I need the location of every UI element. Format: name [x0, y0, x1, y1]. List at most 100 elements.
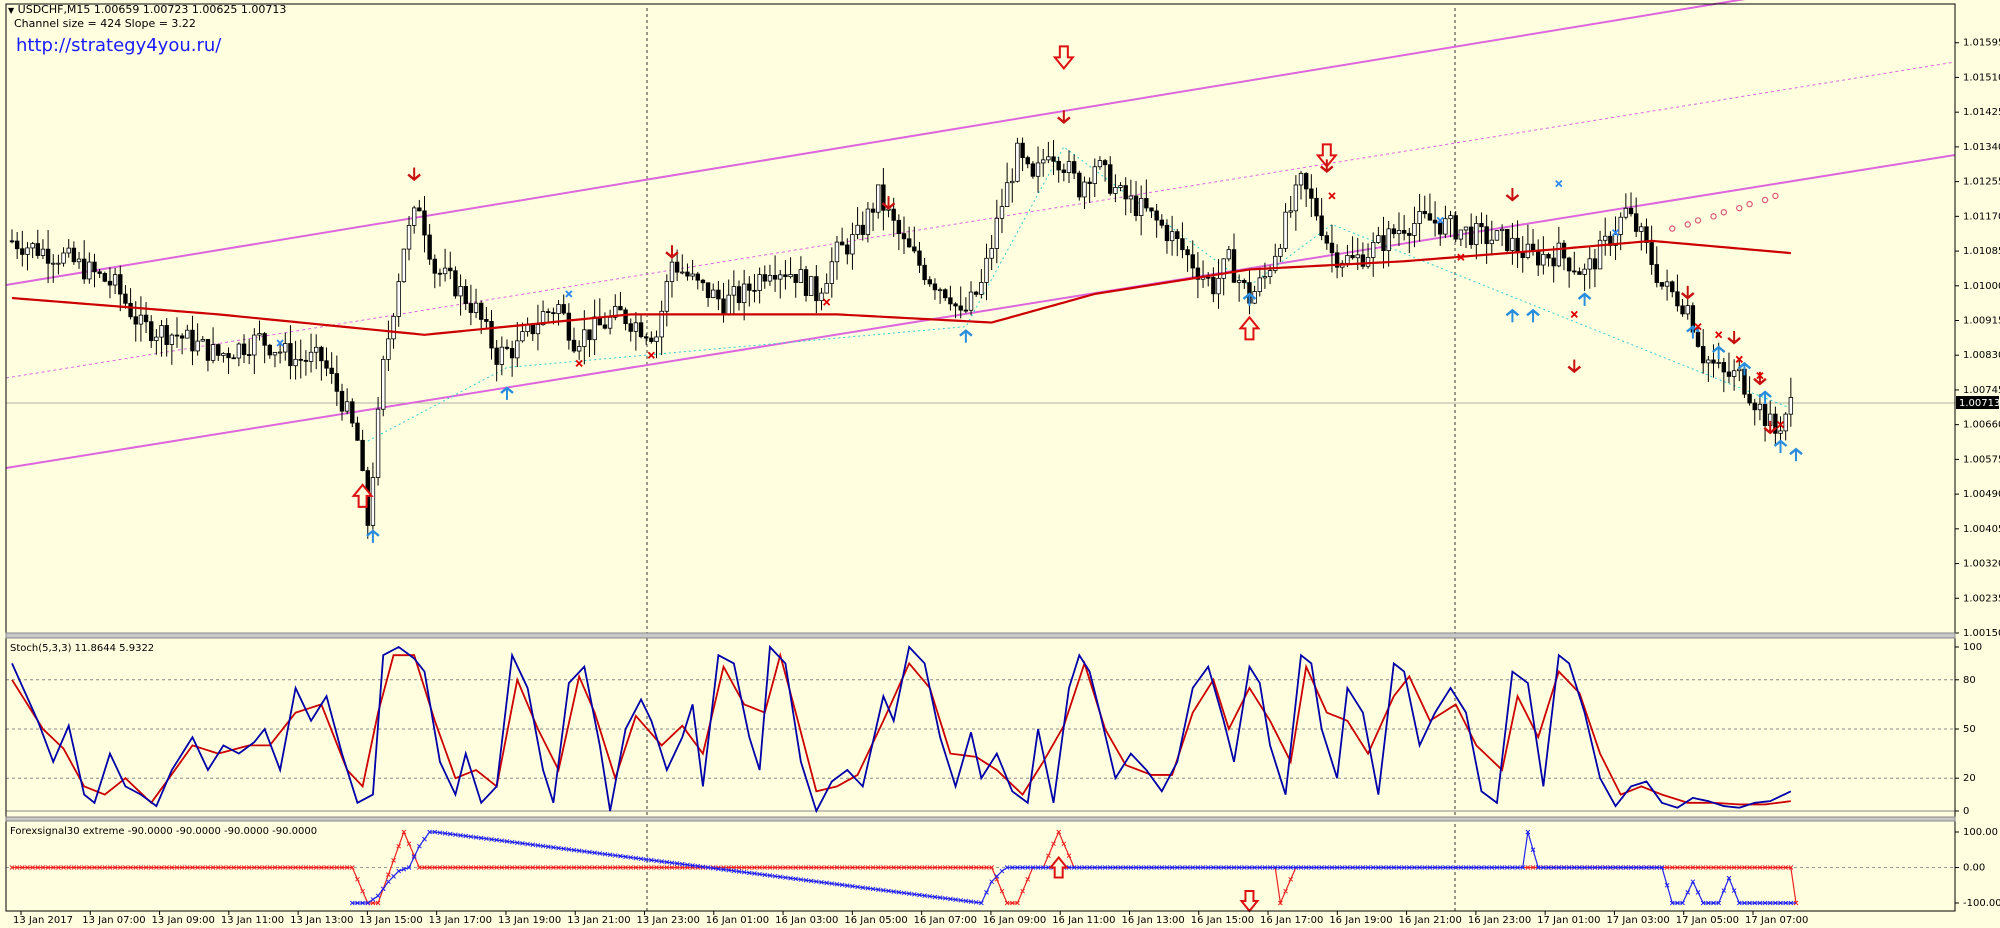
circle-marker-icon	[1720, 209, 1728, 216]
fs-blue-mark	[1499, 865, 1505, 870]
candle-body	[1788, 397, 1794, 415]
fs-blue-mark	[1303, 865, 1309, 870]
fs-blue-mark	[1510, 865, 1515, 870]
candle-body	[1180, 238, 1185, 251]
fs-blue-mark	[391, 874, 396, 879]
fs-blue-mark	[1185, 865, 1190, 870]
fs-blue-mark	[1705, 900, 1711, 906]
x-mark-icon	[1735, 355, 1743, 363]
x-mark-icon	[1457, 253, 1465, 261]
candle-body	[1288, 210, 1293, 213]
fs-blue-mark	[473, 835, 479, 840]
fs-blue-mark	[813, 879, 819, 884]
site-link[interactable]: http://strategy4you.ru/	[16, 35, 222, 56]
sell-signal-icon	[407, 173, 421, 182]
candle-body	[546, 311, 551, 313]
fs-red-mark	[437, 865, 443, 870]
candle-body	[1226, 249, 1232, 260]
menu-triangle-icon[interactable]: ▼	[8, 6, 15, 15]
fs-blue-mark	[1484, 865, 1489, 870]
fs-blue-mark	[1334, 865, 1340, 870]
price-tick-label: 1.00575	[1963, 454, 2000, 465]
fs-red-mark	[76, 865, 82, 870]
fs-blue-mark	[1174, 865, 1180, 870]
candle-body	[551, 312, 556, 315]
candle-body	[1654, 264, 1659, 283]
fs-red-mark	[942, 865, 948, 870]
candle-body	[1603, 235, 1608, 241]
fs-red-mark	[1009, 900, 1015, 906]
fs-blue-mark	[561, 846, 567, 852]
time-label: 13 Jan 09:00	[152, 915, 215, 926]
fs-blue-mark	[1262, 865, 1268, 870]
candle-body	[1236, 279, 1242, 283]
fs-red-mark	[226, 865, 231, 870]
fs-red-mark	[308, 865, 314, 870]
candle-body	[1159, 219, 1165, 226]
candle-body	[613, 306, 618, 318]
candle-body	[783, 274, 788, 278]
candle-body	[716, 289, 721, 300]
candle-body	[329, 367, 334, 374]
candle-body	[803, 269, 809, 296]
candle-body	[231, 357, 236, 360]
candle-body	[195, 340, 200, 352]
fs-blue-mark	[525, 841, 530, 847]
fs-red-mark	[478, 865, 484, 870]
stoch-k-line	[11, 644, 1792, 814]
fs-blue-mark	[623, 854, 628, 860]
candle-body	[979, 282, 984, 295]
fs-tick-label: 100.00	[1963, 827, 1998, 838]
price-tick-label: 1.00405	[1963, 524, 2000, 535]
candle-body	[112, 274, 118, 286]
time-label: 13 Jan 21:00	[567, 915, 630, 926]
fs-blue-mark	[1525, 829, 1531, 835]
candle-body	[1211, 276, 1216, 295]
candle-body	[51, 262, 56, 265]
candle-body	[174, 334, 180, 337]
channel-info: Channel size = 424 Slope = 3.22	[14, 17, 196, 30]
fs-red-mark	[643, 865, 649, 870]
fs-blue-mark	[973, 899, 979, 905]
x-mark-icon	[575, 359, 583, 368]
fs-red-mark	[123, 865, 128, 870]
fs-blue-mark	[422, 836, 427, 842]
fs-blue-mark	[1097, 865, 1103, 870]
candle-body	[1484, 226, 1489, 245]
candle-body	[1463, 226, 1469, 231]
fs-red-mark	[746, 865, 752, 870]
sell-signal-icon	[1567, 365, 1582, 374]
candle-body	[1700, 346, 1706, 364]
candle-body	[1644, 226, 1649, 243]
fs-blue-mark	[1649, 865, 1654, 870]
candle-body	[762, 274, 767, 282]
candle-body	[386, 338, 391, 360]
candle-body	[1242, 279, 1247, 283]
fs-blue-mark	[396, 868, 402, 874]
candle-body	[824, 283, 829, 294]
fs-blue-mark	[1092, 865, 1098, 870]
fs-red-mark	[958, 865, 964, 870]
fs-blue-mark	[489, 837, 494, 842]
candle-body	[1257, 277, 1262, 292]
circle-marker-icon	[1710, 213, 1717, 220]
fs-blue-mark	[1489, 865, 1495, 870]
fs-blue-mark	[478, 835, 484, 841]
candle-body	[246, 354, 252, 356]
candle-body	[1267, 270, 1273, 277]
fs-blue-mark	[514, 840, 520, 846]
time-label: 13 Jan 17:00	[429, 915, 492, 926]
circle-marker-icon	[1684, 221, 1691, 228]
fs-red-mark	[401, 829, 407, 835]
fs-blue-mark	[783, 875, 788, 880]
candle-body	[143, 314, 149, 323]
fs-red-mark	[824, 865, 830, 870]
fs-blue-mark	[411, 854, 417, 860]
price-tick-label: 1.01595	[1963, 38, 2000, 49]
candle-body	[1324, 235, 1329, 244]
fs-red-mark	[551, 865, 556, 870]
fs-blue-mark	[1458, 865, 1464, 870]
fs-blue-mark	[881, 887, 886, 893]
candle-body	[494, 347, 499, 365]
